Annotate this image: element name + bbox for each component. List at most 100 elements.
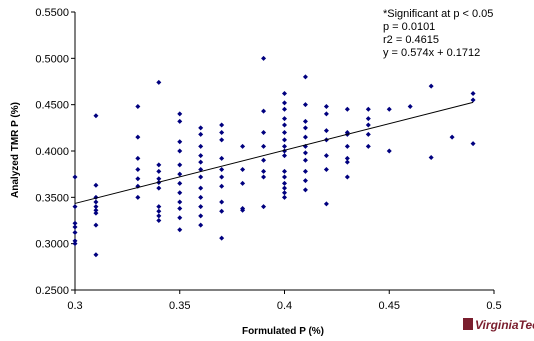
point [302,168,308,174]
annotation: y = 0.574x + 0.1712 [383,47,480,59]
point [302,118,308,124]
point [72,238,78,244]
x-axis-label: Formulated P (%) [242,326,324,337]
point [428,83,434,89]
point [365,122,371,128]
point [302,157,308,163]
point [219,208,225,214]
point [282,116,287,122]
point [282,143,287,149]
point [72,220,78,226]
point [177,190,183,196]
point [72,174,78,180]
point [302,102,308,108]
point [198,143,204,149]
point [156,176,162,182]
point [177,148,183,154]
point [261,157,267,163]
point [407,104,413,110]
point [240,167,246,173]
point [261,108,267,114]
point [156,185,162,191]
point [198,213,204,219]
point [177,162,183,168]
point [198,131,204,137]
point [470,141,476,147]
point [72,241,78,247]
point [93,210,99,216]
point [93,113,99,119]
annotation: r2 = 0.4615 [383,34,439,46]
point [282,100,287,106]
point [177,139,183,145]
point [93,222,99,228]
point [198,185,204,191]
y-tick-label: 0.3500 [35,192,69,204]
point [93,207,99,213]
point [177,171,183,177]
x-tick-label: 0.45 [379,300,400,312]
y-tick-label: 0.3000 [35,239,69,251]
point [344,159,350,165]
point [93,199,99,205]
x-tick-label: 0.35 [169,300,190,312]
point [344,155,350,161]
point [386,106,392,112]
point [177,180,183,186]
point [219,155,225,161]
point [93,182,99,188]
point [344,174,350,180]
point [261,168,267,174]
point [198,153,204,159]
logo: VirginiaTech [475,318,534,332]
point [449,134,455,140]
point [344,143,350,149]
point [240,143,246,149]
logo-icon [463,318,473,330]
point [72,204,78,210]
point [282,174,287,180]
point [198,222,204,228]
point [323,104,329,110]
point [198,194,204,200]
point [428,154,434,160]
point [156,168,162,174]
y-tick-label: 0.5500 [35,7,69,19]
point [302,150,308,156]
point [177,215,183,221]
point [72,224,78,230]
point [323,201,329,207]
y-tick-label: 0.4000 [35,146,69,158]
point [198,125,204,131]
x-tick-label: 0.5 [486,300,501,312]
point [323,111,329,117]
point [470,91,476,97]
point [219,129,225,135]
point [344,106,350,112]
point [302,125,308,131]
point [219,167,225,173]
y-tick-label: 0.2500 [35,285,69,297]
point [302,178,308,184]
point [365,116,371,122]
point [240,207,246,213]
point [219,137,225,143]
point [219,183,225,189]
point [177,205,183,211]
point [261,129,267,135]
point [302,134,308,140]
point [156,218,162,223]
trendline [74,101,474,204]
point [156,79,162,85]
point [282,106,287,112]
point [135,134,141,140]
point [72,230,78,236]
point [93,252,99,258]
y-tick-label: 0.4500 [35,100,69,112]
point [323,167,329,173]
point [135,176,141,182]
point [282,194,287,200]
point [156,204,162,210]
